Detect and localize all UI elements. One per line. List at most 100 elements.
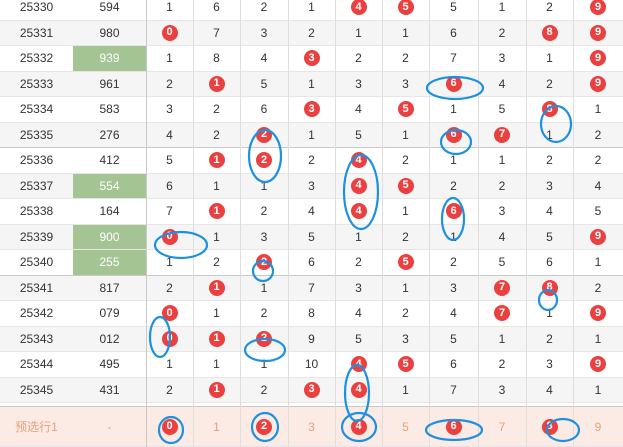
digit-cell: 6 [213,0,220,15]
table-row: 25337 554 6 1 1 3 4 5 2 2 3 4 [0,173,623,199]
digit-cell: 8 [526,407,573,446]
digit-cell: 4 [335,378,382,403]
digit-cell: 5 [260,76,268,91]
issue-cell: 25342 [19,306,54,321]
hit-ball: 7 [494,305,510,322]
digit-cell: 4 [355,306,362,321]
hit-ball: 7 [494,126,510,143]
hit-ball: 1 [208,152,225,169]
digit-cell: 3 [260,25,268,40]
digit-cell: 5 [166,153,173,168]
hit-ball: 8 [541,279,558,296]
digit-cell: 5 [355,127,362,142]
column-divider [193,0,194,447]
digit-cell: 2 [240,250,288,275]
number-cell: 431 [99,382,120,397]
hit-ball: 4 [350,177,367,194]
digit-cell: 2 [402,153,409,168]
digit-cell: 1 [308,127,315,142]
table-row: 25336 412 5 1 2 2 4 2 1 1 2 2 [0,148,623,174]
digit-cell: 8 [526,21,573,46]
digit-cell: 4 [355,102,362,117]
digit-cell: 7 [166,204,173,219]
hit-ball: 5 [397,254,414,271]
digit-cell: 4 [308,204,315,219]
digit-cell: 3 [288,46,335,71]
digit-cell: 1 [213,229,220,244]
digit-cell: 2 [260,306,268,321]
digit-cell: 7 [213,25,220,40]
digit-cell: 4 [450,306,457,321]
digit-cell: 3 [166,102,173,117]
issue-cell: 25343 [19,331,54,346]
digit-cell: 1 [166,51,173,66]
digit-cell: 1 [166,255,173,270]
number-cell: 276 [99,127,120,142]
number-cell: 594 [99,0,120,15]
hit-ball: 5 [397,101,414,118]
number-cell: 012 [99,331,120,346]
digit-cell: 5 [450,0,457,15]
column-divider [288,0,289,447]
digit-cell: 8 [526,276,573,301]
table-row: 25343 012 0 1 2 9 5 3 5 1 2 1 [0,326,623,352]
digit-cell: 6 [429,123,478,148]
number-cell: 817 [99,280,120,295]
column-divider [526,0,527,447]
hit-ball: 5 [397,356,414,373]
digit-cell: 5 [382,0,429,20]
digit-cell: 2 [240,327,288,352]
digit-cell: 2 [260,0,268,15]
digit-cell: 4 [335,199,382,224]
digit-cell: 1 [594,382,602,397]
digit-cell: 1 [166,0,173,15]
digit-cell: 1 [402,204,409,219]
digit-cell: 7 [478,301,526,326]
digit-cell: 2 [498,178,506,193]
hit-ball: 0 [161,418,178,435]
digit-cell: 1 [193,378,240,403]
hit-ball: 9 [590,356,606,373]
table-row: 25330 594 1 6 2 1 4 5 5 1 2 9 [0,0,623,21]
hit-ball: 5 [397,0,414,16]
hit-ball: 6 [445,418,462,435]
hit-ball: 4 [350,381,367,398]
digit-cell: 1 [308,76,315,91]
digit-cell: 4 [498,76,506,91]
digit-cell: 7 [450,382,457,397]
issue-cell: 25344 [19,357,54,372]
digit-cell: 1 [450,153,457,168]
column-divider [573,0,574,447]
digit-cell: 4 [260,51,268,66]
digit-cell: 4 [546,204,553,219]
digit-cell: 3 [546,357,553,372]
digit-cell: 1 [193,72,240,97]
digit-cell: 1 [260,178,268,193]
table-row: 25338 164 7 1 2 4 4 1 6 3 4 5 [0,199,623,225]
issue-cell: 25341 [19,280,54,295]
hit-ball: 4 [350,356,367,373]
issue-cell: 25339 [19,229,54,244]
hit-ball: 7 [494,279,510,296]
hit-ball: 9 [590,0,606,16]
table-row: 25344 495 1 1 1 10 4 5 6 2 3 9 [0,352,623,378]
digit-cell: 5 [382,250,429,275]
digit-cell: 6 [546,255,553,270]
digit-cell: 4 [498,229,506,244]
hit-ball: 8 [541,24,558,41]
hit-ball: 2 [256,418,272,435]
hit-ball: 1 [208,279,225,296]
digit-cell: 3 [308,419,315,434]
digit-cell: 0 [146,327,193,352]
column-divider [429,0,430,447]
hit-ball: 2 [256,330,272,347]
number-cell: 079 [99,306,120,321]
digit-cell: 2 [213,127,220,142]
digit-cell: 4 [335,0,382,20]
issue-cell: 25336 [19,153,54,168]
digit-cell: 2 [260,382,268,397]
digit-cell: 0 [146,225,193,250]
digit-cell: 2 [594,280,602,295]
digit-cell: 6 [308,255,315,270]
